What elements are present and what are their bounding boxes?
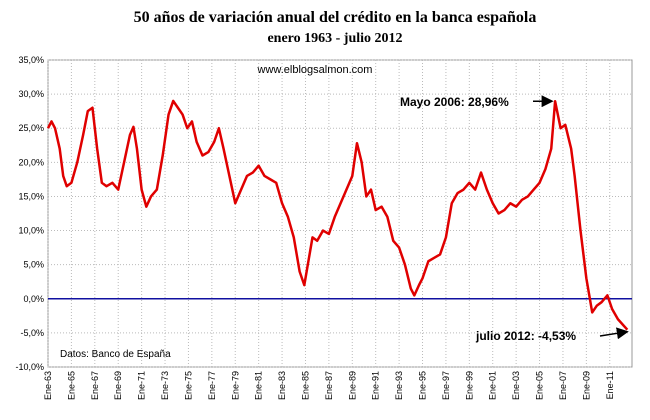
chart-subtitle: enero 1963 - julio 2012 <box>267 31 402 46</box>
x-tick-label: Ene-97 <box>441 371 451 400</box>
x-tick-label: Ene-11 <box>605 371 615 399</box>
x-tick-label: Ene-99 <box>464 371 474 400</box>
x-tick-label: Ene-75 <box>183 371 193 400</box>
x-tick-label: Ene-77 <box>207 371 217 400</box>
x-tick-label: Ene-79 <box>230 371 240 400</box>
y-tick-label: 20,0% <box>18 157 44 167</box>
plot-area <box>47 59 633 368</box>
y-tick-label: 15,0% <box>18 191 44 201</box>
x-tick-label: Ene-93 <box>394 371 404 400</box>
data-line <box>46 99 629 331</box>
x-tick-label: Ene-95 <box>418 371 428 400</box>
x-tick-label: Ene-89 <box>347 371 357 400</box>
x-tick-label: Ene-81 <box>254 371 264 400</box>
source-note: Datos: Banco de España <box>60 349 171 360</box>
y-tick-label: 35,0% <box>18 55 44 65</box>
x-tick-label: Ene-85 <box>300 371 310 400</box>
x-tick-label: Ene-63 <box>43 371 53 400</box>
x-tick-label: Ene-83 <box>277 371 287 400</box>
x-tick-label: Ene-05 <box>535 371 545 400</box>
x-tick-label: Ene-71 <box>137 371 147 400</box>
y-tick-label: 0,0% <box>23 294 44 304</box>
x-tick-label: Ene-03 <box>511 371 521 400</box>
source-url: www.elblogsalmon.com <box>257 64 373 76</box>
x-tick-label: Ene-91 <box>371 371 381 400</box>
x-tick-label: Ene-73 <box>160 371 170 400</box>
annotation-arrow <box>599 327 629 340</box>
y-tick-label: 30,0% <box>18 89 44 99</box>
y-tick-label: 5,0% <box>23 260 44 270</box>
x-tick-label: Ene-07 <box>558 371 568 400</box>
annotation: Mayo 2006: 28,96% <box>400 95 509 109</box>
y-tick-label: -5,0% <box>20 328 44 338</box>
y-tick-label: 10,0% <box>18 226 44 236</box>
y-tick-label: -10,0% <box>15 362 44 372</box>
x-tick-label: Ene-87 <box>324 371 334 400</box>
x-tick-label: Ene-67 <box>90 371 100 400</box>
x-tick-label: Ene-01 <box>488 371 498 400</box>
x-tick-label: Ene-09 <box>581 371 591 400</box>
annotation: julio 2012: -4,53% <box>475 329 576 343</box>
x-tick-label: Ene-65 <box>66 371 76 400</box>
chart-title: 50 años de variación anual del crédito e… <box>134 9 537 26</box>
y-tick-label: 25,0% <box>18 123 44 133</box>
x-tick-label: Ene-69 <box>113 371 123 400</box>
